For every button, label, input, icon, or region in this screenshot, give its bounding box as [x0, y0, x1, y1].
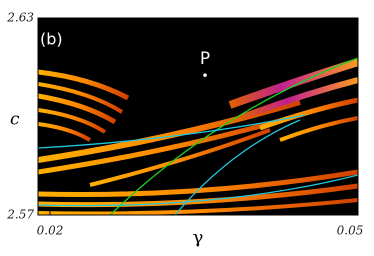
y-tick-label: 2.57	[6, 208, 34, 222]
x-tick-label: 0.05	[337, 224, 364, 238]
point-label: P	[200, 49, 210, 69]
point	[203, 73, 207, 77]
y-tick-label: 2.63	[6, 11, 34, 25]
x-axis-label: γ	[193, 227, 204, 248]
x-tick-label: 0.02	[37, 224, 64, 238]
y-axis-label: c	[10, 110, 20, 130]
boundary-curves	[38, 57, 358, 215]
panel-label: (b)	[40, 30, 63, 49]
plot-frame	[37, 17, 359, 216]
